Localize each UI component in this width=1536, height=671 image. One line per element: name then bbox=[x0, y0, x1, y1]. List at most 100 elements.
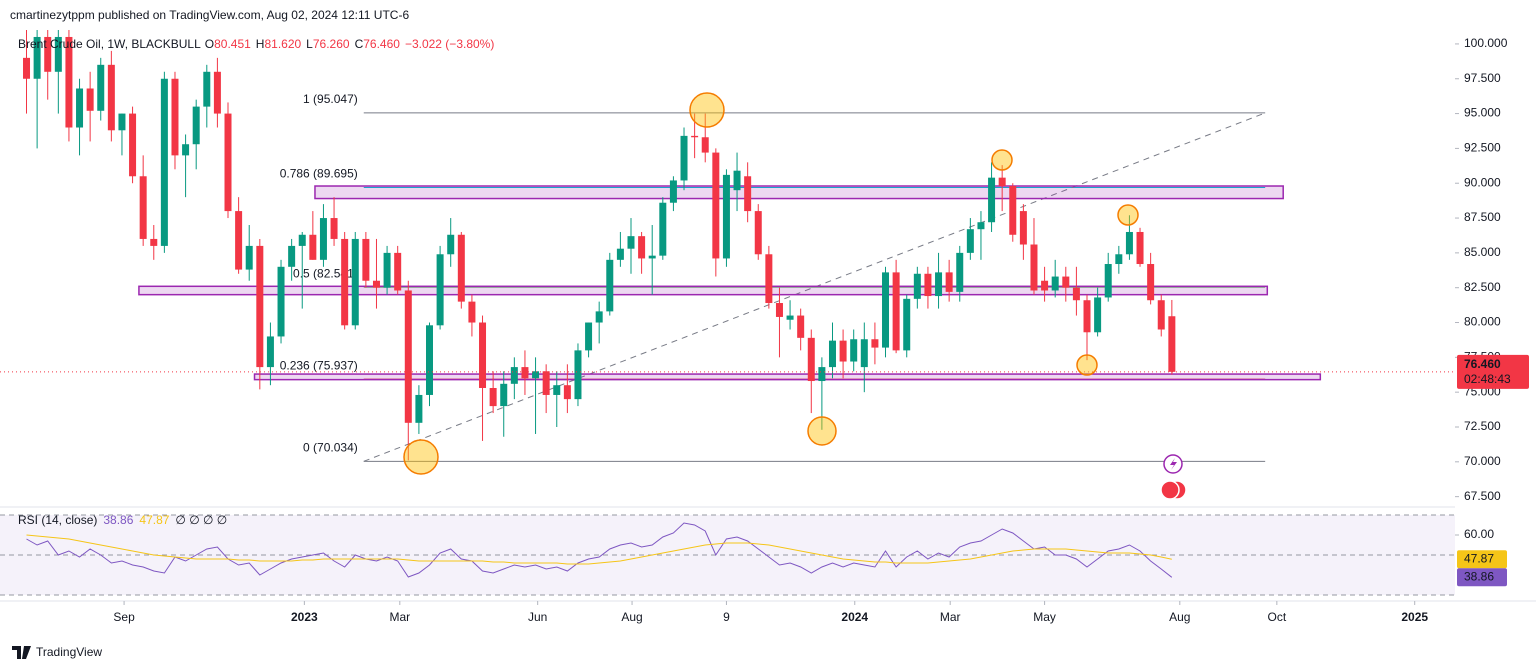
candle-body bbox=[277, 266, 285, 337]
candle-body bbox=[1030, 244, 1038, 291]
rsi-legend-value: 38.86 bbox=[103, 513, 133, 527]
x-tick-label: 2025 bbox=[1401, 610, 1428, 624]
candle-body bbox=[309, 234, 317, 260]
y-tick-label: 87.500 bbox=[1464, 210, 1501, 224]
candle-body bbox=[447, 234, 455, 255]
x-tick-label: May bbox=[1033, 610, 1056, 624]
candle-body bbox=[956, 252, 964, 292]
candle-body bbox=[457, 234, 465, 302]
candle-body bbox=[818, 367, 826, 382]
candle-body bbox=[415, 394, 423, 423]
footer-brand: TradingView bbox=[36, 645, 102, 659]
y-tick-label: 90.000 bbox=[1464, 175, 1501, 189]
candle-body bbox=[935, 272, 943, 297]
highlight-circle bbox=[807, 416, 837, 446]
candle-body bbox=[691, 135, 699, 138]
candle-body bbox=[775, 303, 783, 317]
candle-body bbox=[998, 177, 1006, 187]
candle-body bbox=[1019, 211, 1027, 245]
candle-body bbox=[924, 273, 932, 297]
x-tick-label: Jun bbox=[528, 610, 547, 624]
candle-body bbox=[903, 298, 911, 351]
candle-body bbox=[733, 170, 741, 191]
y-tick-label: 100.000 bbox=[1464, 36, 1508, 50]
y-tick-label: 97.500 bbox=[1464, 71, 1501, 85]
candle-body bbox=[574, 350, 582, 400]
x-tick-label: 9 bbox=[723, 610, 730, 624]
candle-body bbox=[754, 211, 762, 255]
zone-box bbox=[138, 285, 1269, 296]
candle-body bbox=[129, 113, 137, 177]
ohlc-value: 76.460 bbox=[363, 37, 400, 51]
y-tick-label: 95.000 bbox=[1464, 106, 1501, 120]
ohlc-key: L bbox=[306, 37, 313, 51]
y-tick-label: 85.000 bbox=[1464, 245, 1501, 259]
fib-label: 0.236 (75.937) bbox=[280, 358, 358, 372]
axes: 67.50070.00072.50075.00077.50080.00082.5… bbox=[113, 36, 1529, 624]
candle-body bbox=[23, 57, 31, 79]
ohlc-key: O bbox=[205, 37, 214, 51]
y-tick-label: 92.500 bbox=[1464, 141, 1501, 155]
publish-header: cmartinezytppm published on TradingView.… bbox=[10, 8, 409, 22]
candle-body bbox=[1147, 264, 1155, 301]
candle-body bbox=[616, 248, 624, 260]
fib-label: 0 (70.034) bbox=[303, 441, 358, 455]
rsi-line bbox=[26, 534, 1172, 565]
candle-body bbox=[722, 174, 730, 259]
annotations bbox=[403, 92, 1187, 500]
candle-body bbox=[977, 222, 985, 230]
y-tick-label: 72.500 bbox=[1464, 419, 1501, 433]
rsi-tick-label: 60.00 bbox=[1464, 527, 1494, 541]
candle-body bbox=[1168, 316, 1176, 372]
x-tick-label: 2024 bbox=[841, 610, 868, 624]
highlight-circle bbox=[689, 92, 725, 128]
candle-body bbox=[118, 113, 126, 131]
candle-body bbox=[659, 202, 667, 256]
candle-body bbox=[1062, 276, 1070, 288]
candle-body bbox=[1104, 264, 1112, 298]
candle-body bbox=[436, 254, 444, 326]
candle-body bbox=[468, 301, 476, 323]
fib-label: 1 (95.047) bbox=[303, 92, 358, 106]
candle-body bbox=[1083, 300, 1091, 333]
x-tick-label: Aug bbox=[1169, 610, 1190, 624]
highlight-circle bbox=[1117, 204, 1139, 226]
last-price-label: 76.460 bbox=[1464, 357, 1501, 371]
highlight-circle bbox=[1076, 354, 1098, 376]
rsi-value-badge bbox=[1457, 568, 1507, 587]
candle-body bbox=[850, 339, 858, 362]
candle-body bbox=[500, 383, 508, 407]
candle-body bbox=[150, 238, 158, 246]
candle-body bbox=[648, 255, 656, 259]
y-tick-label: 82.500 bbox=[1464, 280, 1501, 294]
candle-body bbox=[362, 238, 370, 281]
candle-body bbox=[871, 339, 879, 348]
candle-body bbox=[945, 272, 953, 292]
zone-box bbox=[253, 373, 1322, 381]
last-price-badge bbox=[1457, 354, 1529, 389]
rsi-title: RSI (14, close) bbox=[18, 513, 97, 527]
candle-body bbox=[33, 36, 41, 79]
rsi-band bbox=[0, 515, 1455, 595]
ohlc-key: H bbox=[256, 37, 265, 51]
candle-body bbox=[638, 236, 646, 259]
rsi-pane bbox=[0, 514, 1455, 596]
candle-body bbox=[54, 36, 62, 72]
candle-body bbox=[595, 311, 603, 323]
symbol-name: Brent Crude Oil, 1W, BLACKBULL bbox=[18, 37, 201, 51]
price-change: −3.022 (−3.80%) bbox=[405, 37, 494, 51]
candle-body bbox=[892, 272, 900, 351]
ohlc-value: 76.260 bbox=[313, 37, 350, 51]
candle-body bbox=[1125, 231, 1133, 255]
candle-body bbox=[266, 336, 274, 368]
candle-body bbox=[669, 180, 677, 203]
candle-body bbox=[235, 211, 243, 270]
candle-body bbox=[171, 78, 179, 156]
candle-body bbox=[107, 64, 115, 131]
y-tick-label: 67.500 bbox=[1464, 489, 1501, 503]
candle-body bbox=[786, 315, 794, 320]
flag-icon[interactable] bbox=[1160, 480, 1180, 500]
candle-body bbox=[256, 245, 264, 368]
